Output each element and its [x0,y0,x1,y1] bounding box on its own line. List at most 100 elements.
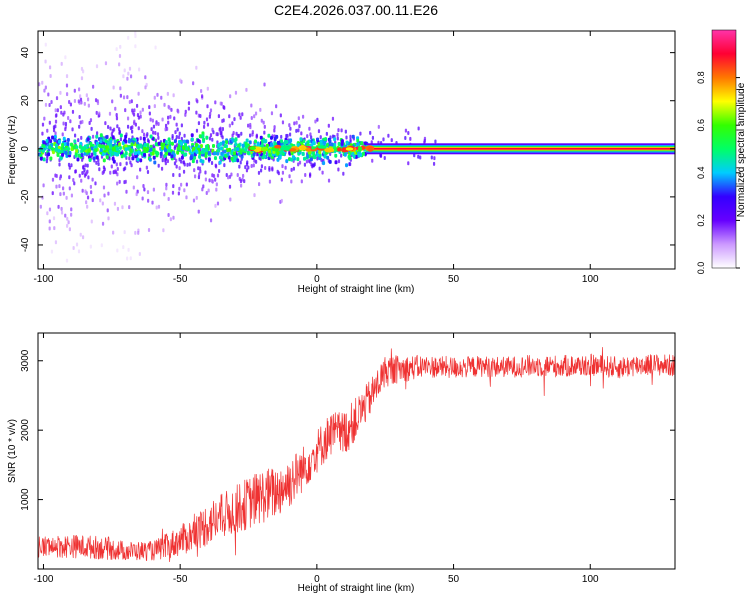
spectrogram-blob [289,148,297,152]
spectrogram-cell [197,166,200,171]
spectrogram-cell [43,88,46,93]
spectrogram-cell [407,161,410,166]
spectrogram-cell [171,190,175,195]
spectrogram-cell [134,34,137,39]
spectrogram-cell [80,178,83,183]
spectrogram-cell [80,149,84,154]
spectrogram-cell [86,195,90,200]
spectrogram-cell [312,140,316,145]
spectrogram-cell [250,164,253,169]
snr-x-axis-label: Height of straight line (km) [298,583,415,594]
spectrogram-cell [265,143,269,148]
spectrogram-cell [89,118,93,123]
spectrogram-cell [251,130,254,135]
spectrogram-cell [214,177,217,182]
spectrogram-cell [309,157,313,162]
spectrogram-cell [213,151,217,156]
spectrogram-cell [64,127,67,132]
spectrogram-cell [348,162,351,167]
spectrogram-cell [124,108,127,113]
spectrogram-cell [133,119,136,124]
spectrogram-cell [87,103,90,108]
spectrogram-cell [417,126,420,131]
spectrogram-cell [84,189,87,194]
spectrogram-cell [214,203,217,208]
colorbar-tick-label: 0.8 [696,71,706,84]
spectrogram-cell [345,135,348,140]
spectrogram-cell [78,115,81,120]
spectrogram-cell [64,55,67,60]
spectrogram-cell [122,74,125,79]
spectrogram-cell [163,148,167,153]
spectrogram-cell [42,183,45,188]
spectrogram-cell [154,131,157,136]
spectrogram-cell [370,140,373,145]
spectrogram-cell [324,137,328,142]
spectrogram-cell [136,157,140,162]
spectrogram-cell [107,216,110,221]
spectrogram-cell [146,147,150,152]
spectrogram-cell [276,151,280,156]
colorbar-frame [711,29,737,269]
spectrogram-cell [104,145,108,150]
spectrogram-cell [185,139,189,144]
spectrogram-cell [155,121,158,126]
spectrogram-cell [175,158,178,163]
spectrogram-cell [42,157,46,162]
spectrogram-cell [253,193,256,198]
spectrogram-cell [214,100,217,105]
spectrogram-cell [176,150,180,155]
spectrogram-cell [309,132,312,137]
spectrogram-blob [324,147,335,153]
spectrogram-cell [245,168,249,173]
spectrogram-cell [229,94,232,99]
spectrogram-cell [153,160,157,165]
spectrogram-cell [173,139,177,144]
spectrogram-cell [64,151,68,156]
spectrogram-cell [239,160,242,165]
spectrogram-cell [119,86,122,91]
spectrogram-cell [268,167,271,172]
spectrogram-cell [102,158,106,163]
spectrogram-cell [144,75,147,80]
spectrogram-cell [223,143,227,148]
spectrogram-cell [275,104,278,109]
spectrogram-cell [103,193,106,198]
spectrogram-cell [127,247,130,252]
spectrogram-cell [288,174,291,179]
spectrogram-cell [134,122,137,127]
spectrogram-cell [218,155,222,160]
spectrogram-panel: -100 -50 0 50 100 -40 -20 0 20 40 Height of stra… [7,30,676,295]
spectrogram-cell [167,104,170,109]
spectrogram-cell [169,114,172,119]
spectrogram-cell [123,138,127,143]
spectrogram-cell [133,108,136,113]
spectrogram-blob [337,147,342,152]
spectrogram-cell [161,158,164,163]
spectrogram-cell [59,192,62,197]
spectrogram-cell [241,143,245,148]
spectrogram-cell [423,136,427,141]
spectrogram-cell [132,185,135,190]
spectrogram-cell [85,170,88,175]
spectrogram-cell [124,144,128,149]
spectrogram-cell [253,158,256,163]
spectrogram-cell [46,142,50,147]
spectrogram-cell [51,135,55,140]
spectrogram-blob [305,147,311,152]
colorbar-label: Normalized spectral amplitude [736,82,747,217]
spectrogram-cell [196,99,199,104]
spectrogram-y-ticks: -40 -20 0 20 40 [20,47,675,252]
spectrogram-cell [157,204,161,209]
spectrogram-cell [221,127,225,132]
spectrogram-cell [124,151,128,156]
spectrogram-cell [167,212,170,217]
spectrogram-cell [67,162,71,167]
spectrogram-cell [83,173,87,178]
spectrogram-cell [112,146,116,151]
spectrogram-cell [101,221,105,226]
spectrogram-cell [50,249,54,254]
spectrogram-cell [184,112,187,117]
spectrogram-cell [80,76,84,81]
spectrogram-cell [48,120,51,125]
